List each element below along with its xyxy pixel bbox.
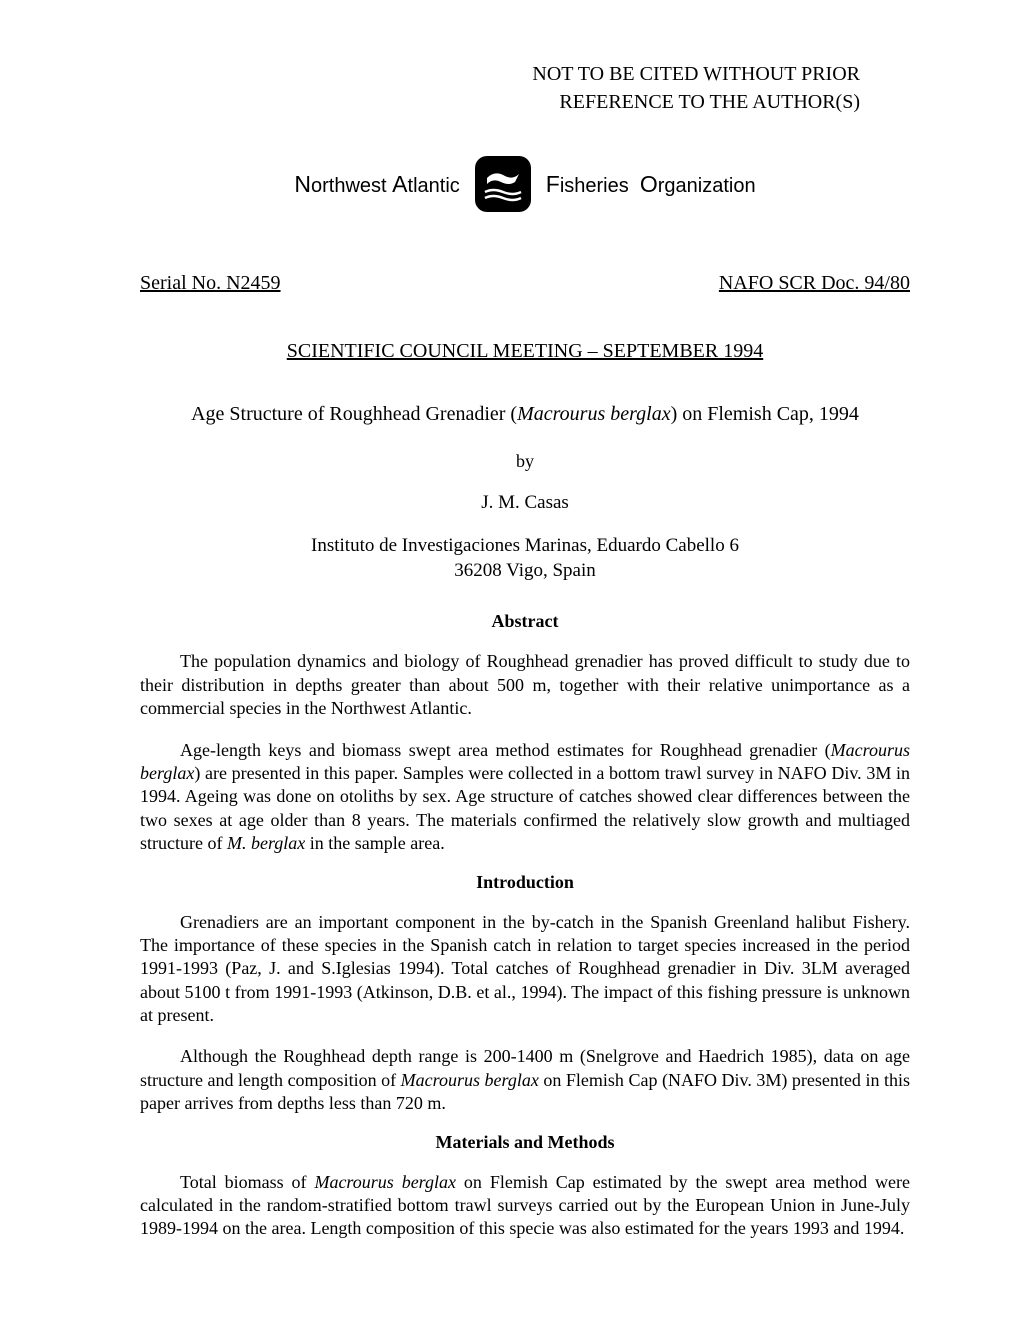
citation-line-1: NOT TO BE CITED WITHOUT PRIOR bbox=[532, 63, 860, 85]
fish-wave-icon bbox=[481, 162, 525, 206]
affiliation-line-1: Instituto de Investigaciones Marinas, Ed… bbox=[311, 535, 739, 556]
doc-number: NAFO SCR Doc. 94/80 bbox=[719, 272, 910, 295]
abstract-paragraph-1: The population dynamics and biology of R… bbox=[140, 650, 910, 720]
paper-title: Age Structure of Roughhead Grenadier (Ma… bbox=[140, 403, 910, 426]
intro-paragraph-2: Although the Roughhead depth range is 20… bbox=[140, 1045, 910, 1115]
nafo-logo-icon bbox=[475, 156, 531, 212]
introduction-heading: Introduction bbox=[140, 872, 910, 893]
citation-line-2: REFERENCE TO THE AUTHOR(S) bbox=[559, 91, 860, 113]
affiliation-line-2: 36208 Vigo, Spain bbox=[454, 560, 596, 581]
intro-paragraph-1: Grenadiers are an important component in… bbox=[140, 911, 910, 1028]
council-meeting-title: SCIENTIFIC COUNCIL MEETING – SEPTEMBER 1… bbox=[140, 340, 910, 363]
org-fisheries: Fisheries Organization bbox=[546, 171, 756, 198]
abstract-paragraph-2: Age-length keys and biomass swept area m… bbox=[140, 739, 910, 856]
serial-row: Serial No. N2459 NAFO SCR Doc. 94/80 bbox=[140, 272, 910, 295]
affiliation: Instituto de Investigaciones Marinas, Ed… bbox=[140, 534, 910, 583]
serial-number: Serial No. N2459 bbox=[140, 272, 281, 295]
methods-paragraph-1: Total biomass of Macrourus berglax on Fl… bbox=[140, 1171, 910, 1241]
title-pre: Age Structure of Roughhead Grenadier ( bbox=[191, 403, 517, 425]
title-post: ) on Flemish Cap, 1994 bbox=[671, 403, 859, 425]
abstract-heading: Abstract bbox=[140, 611, 910, 632]
organization-line: Northwest Atlantic Fisheries Organizatio… bbox=[140, 156, 910, 212]
title-species: Macrourus berglax bbox=[517, 403, 671, 425]
citation-notice: NOT TO BE CITED WITHOUT PRIOR REFERENCE … bbox=[140, 60, 910, 116]
org-northwest: Northwest Atlantic bbox=[294, 171, 459, 198]
by-line: by bbox=[140, 451, 910, 472]
author-name: J. M. Casas bbox=[140, 492, 910, 514]
methods-heading: Materials and Methods bbox=[140, 1132, 910, 1153]
